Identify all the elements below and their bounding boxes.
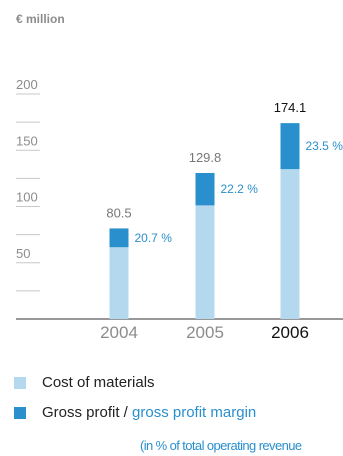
bar-gross-profit xyxy=(195,172,215,206)
x-tick-label: 2006 xyxy=(271,323,309,342)
legend-item-cost-of-materials: Cost of materials xyxy=(14,374,155,391)
bar-total-label: 129.8 xyxy=(189,150,222,165)
legend-note: (in % of total operating revenue xyxy=(140,438,302,453)
bar-cost-of-materials xyxy=(195,205,215,319)
x-tick-label: 2005 xyxy=(186,323,224,342)
bar-total-label: 174.1 xyxy=(274,100,307,115)
legend-swatch-cost xyxy=(14,376,26,389)
legend-item-gross-profit: Gross profit / gross profit margin xyxy=(14,404,256,421)
y-tick-label: 200 xyxy=(16,77,38,92)
bar-total-label: 80.5 xyxy=(106,205,131,220)
y-tick-label: 50 xyxy=(16,246,30,261)
bar-cost-of-materials xyxy=(109,247,129,319)
margin-label: 20.7 % xyxy=(135,231,173,245)
stacked-bar-chart: 200 150 100 50 80.5 20.7 % 2004 129.8 22.2 % 2005… xyxy=(16,77,343,342)
bar-gross-profit xyxy=(280,123,300,170)
unit-label: € million xyxy=(16,12,65,26)
legend-label-margin: gross profit margin xyxy=(132,404,257,421)
y-tick-label: 150 xyxy=(16,133,38,148)
bar-cost-of-materials xyxy=(280,169,300,319)
y-tick-label: 100 xyxy=(16,190,38,205)
x-tick-label: 2004 xyxy=(100,323,138,342)
legend-swatch-profit xyxy=(14,406,26,419)
legend-label-profit: Gross profit / xyxy=(42,404,128,421)
bar-gross-profit xyxy=(109,228,129,248)
margin-label: 23.5 % xyxy=(306,139,343,153)
legend-label-cost: Cost of materials xyxy=(42,374,155,391)
margin-label: 22.2 % xyxy=(221,182,259,196)
